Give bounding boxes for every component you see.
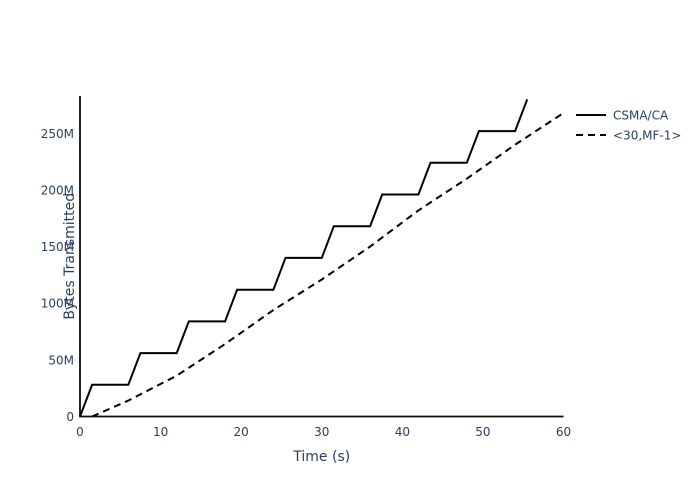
y-tick-label: 200M	[41, 183, 74, 197]
legend-label: CSMA/CA	[613, 109, 669, 123]
y-axis-title: Bytes Transmitted	[62, 193, 78, 320]
y-tick-label: 0	[66, 410, 74, 424]
x-axis-title: Time (s)	[292, 449, 350, 465]
y-tick-label: 250M	[41, 127, 74, 141]
x-tick-label: 40	[395, 425, 410, 439]
x-tick-label: 20	[234, 425, 249, 439]
legend-label: <30,MF-1>	[613, 129, 681, 143]
y-tick-label: 50M	[48, 353, 74, 367]
legend-item-1[interactable]: <30,MF-1>	[576, 129, 681, 143]
x-tick-label: 10	[153, 425, 168, 439]
series-line-1	[91, 112, 565, 418]
x-tick-label: 50	[475, 425, 490, 439]
legend-item-0[interactable]: CSMA/CA	[576, 109, 669, 123]
y-tick-label: 100M	[41, 297, 74, 311]
y-tick-label: 150M	[41, 240, 74, 254]
x-tick-label: 0	[76, 425, 84, 439]
x-tick-label: 60	[556, 425, 571, 439]
x-tick-label: 30	[314, 425, 329, 439]
series-line-0	[79, 99, 529, 417]
